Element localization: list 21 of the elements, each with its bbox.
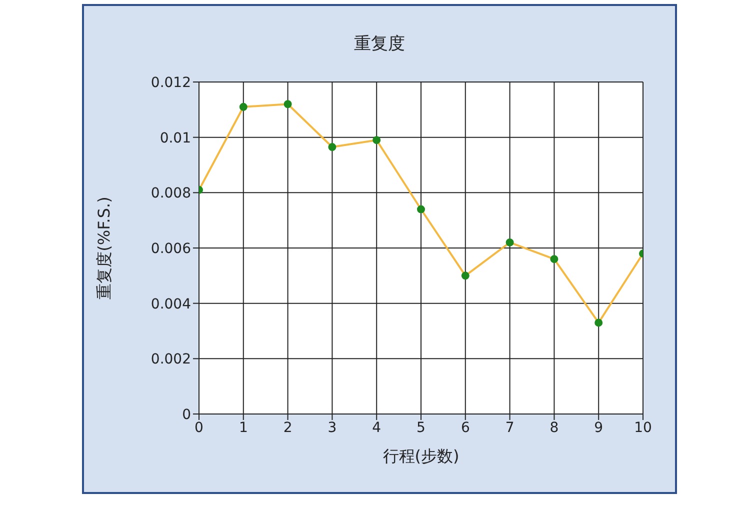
chart-title: 重复度 [353,33,406,55]
y-tick-label: 0.004 [150,296,192,312]
y-tick-label: 0.006 [150,240,192,257]
x-tick-label: 6 [460,420,470,436]
y-axis-title: 重复度(%F.S.) [94,196,114,300]
x-tick-label: 7 [505,420,514,436]
y-tick-label: 0.008 [150,186,191,202]
x-tick-label: 8 [550,420,559,436]
x-tick-label: 3 [328,420,337,436]
y-tick-label: 0.002 [150,352,191,368]
x-tick-label: 1 [238,420,248,436]
x-tick-label: 0 [194,420,204,436]
y-tick-label: 0.012 [150,74,191,91]
x-tick-label: 10 [634,420,652,436]
x-tick-label: 9 [594,420,604,436]
x-axis-title: 行程(步数) [382,446,460,466]
x-tick-label: 4 [372,420,382,436]
y-tick-label: 0 [182,406,191,423]
y-tick-label: 0.01 [160,130,191,146]
x-tick-label: 5 [416,420,426,436]
x-tick-label: 2 [283,420,292,436]
